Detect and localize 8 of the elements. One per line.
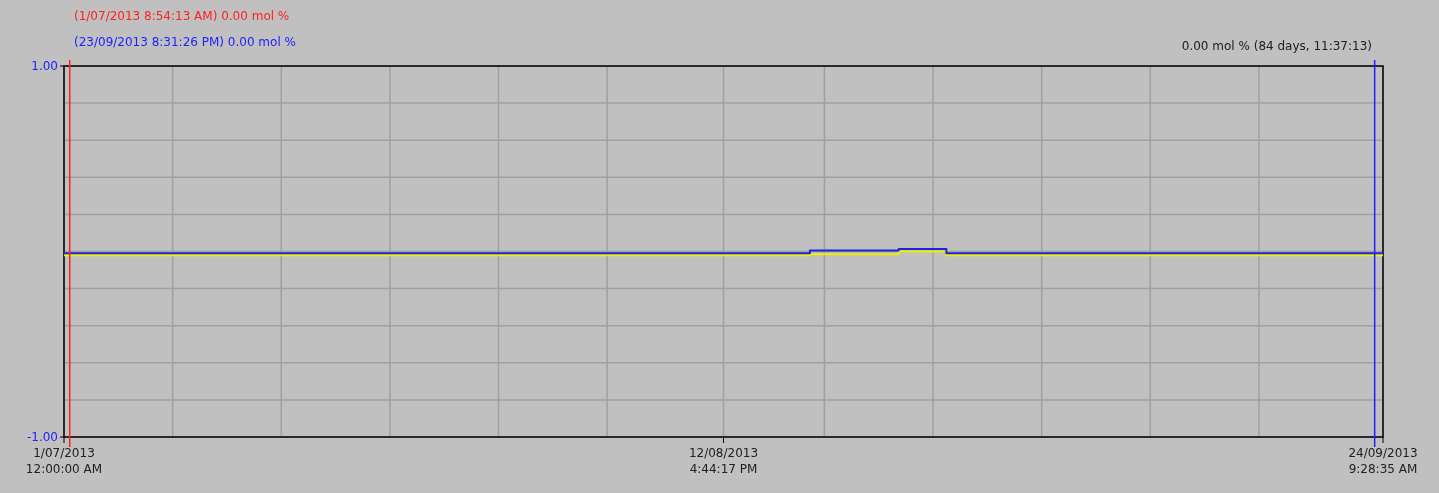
- x-tick-label: 1/07/2013 12:00:00 AM: [25, 446, 103, 476]
- x-tick-label: 12/08/2013 4:44:17 PM: [688, 446, 759, 476]
- text: 0.00 mol % (84 days, 11:37:13): [1181, 39, 1372, 53]
- ref-line-label: (23/09/2013 8:31:26 PM) 0.00 mol %: [74, 35, 296, 49]
- x-tick-label: 24/09/2013 9:28:35 AM: [1348, 446, 1418, 476]
- y-tick-label: -1.00: [26, 430, 58, 444]
- y-tick-label: 1.00: [31, 59, 58, 73]
- ref-line-label: (1/07/2013 8:54:13 AM) 0.00 mol %: [74, 9, 290, 23]
